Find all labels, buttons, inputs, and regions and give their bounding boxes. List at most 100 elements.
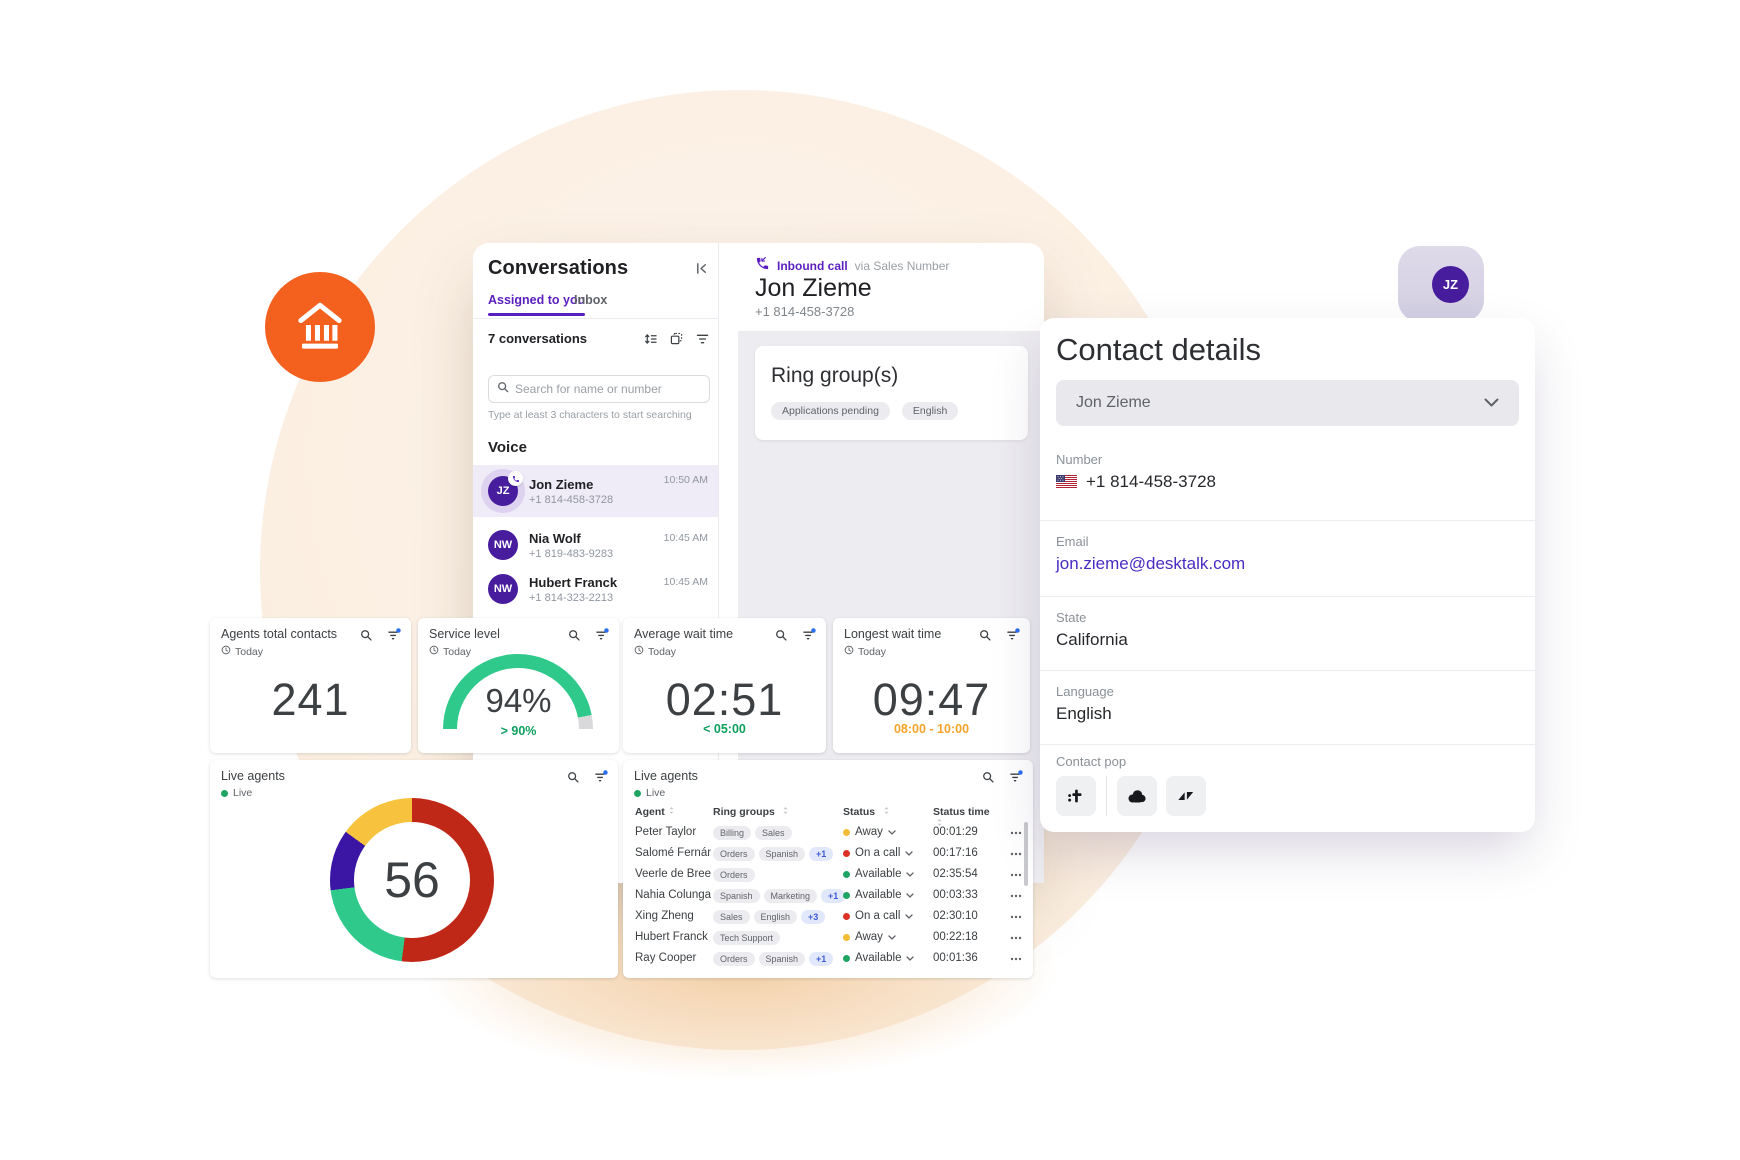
status-dropdown[interactable]: Away: [843, 826, 931, 838]
row-menu-icon[interactable]: [1007, 847, 1025, 859]
status-dropdown[interactable]: Away: [843, 931, 931, 943]
service-level-target: > 90%: [500, 724, 537, 738]
conversation-time: 10:50 AM: [663, 474, 708, 486]
status-dot: [843, 891, 850, 899]
ring-group-chip: English: [753, 910, 798, 924]
field-label: Language: [1056, 684, 1114, 699]
ring-group-chip: Sales: [713, 910, 750, 924]
salesforce-integration-icon[interactable]: [1117, 776, 1157, 816]
table-row[interactable]: Veerle de Bree Orders Available 02:35:54: [623, 868, 1033, 888]
conversation-item[interactable]: JZ Jon Zieme +1 814-458-3728 10:50 AM: [473, 465, 718, 517]
filter-applied-icon[interactable]: [387, 628, 401, 641]
status-time: 00:01:29: [933, 826, 978, 838]
filter-applied-icon[interactable]: [595, 628, 609, 641]
status-dropdown[interactable]: Available: [843, 952, 931, 964]
filter-applied-icon[interactable]: [594, 770, 608, 783]
search-icon[interactable]: [979, 629, 991, 641]
row-menu-icon[interactable]: [1007, 910, 1025, 922]
search-icon[interactable]: [982, 771, 994, 783]
ring-group-chip: Orders: [713, 847, 755, 861]
conversations-title: Conversations: [488, 257, 629, 279]
search-icon[interactable]: [775, 629, 787, 641]
status-time: 00:01:36: [933, 952, 978, 964]
divider: [1040, 744, 1535, 745]
table-row[interactable]: Ray Cooper Orders Spanish +1 Available 0…: [623, 952, 1033, 972]
table-row[interactable]: Hubert Franck Tech Support Away 00:22:18: [623, 931, 1033, 951]
filter-applied-icon[interactable]: [1009, 770, 1023, 783]
field-label: State: [1056, 610, 1087, 625]
duplicate-icon[interactable]: [670, 332, 683, 345]
filter-funnel-icon[interactable]: [696, 333, 709, 345]
conversations-count: 7 conversations: [488, 331, 587, 346]
row-menu-icon[interactable]: [1007, 931, 1025, 943]
table-row[interactable]: Xing Zheng Sales English +3 On a call 02…: [623, 910, 1033, 930]
more-groups-chip[interactable]: +1: [809, 847, 834, 861]
row-menu-icon[interactable]: [1007, 889, 1025, 901]
contact-select-dropdown[interactable]: Jon Zieme: [1056, 380, 1519, 426]
widget-value: 02:51: [665, 674, 784, 725]
column-header-status-time[interactable]: Status time: [933, 806, 999, 830]
table-row[interactable]: Peter Taylor Billing Sales Away 00:01:29: [623, 826, 1033, 846]
ring-group-chip: Spanish: [758, 952, 806, 966]
status-dropdown[interactable]: On a call: [843, 847, 931, 859]
more-groups-chip[interactable]: +3: [801, 910, 826, 924]
chevron-down-icon: [888, 934, 896, 940]
more-groups-chip[interactable]: +1: [821, 889, 846, 903]
search-icon[interactable]: [568, 629, 580, 641]
widget-title: Live agents: [634, 769, 698, 783]
table-row[interactable]: Nahia Colunga Spanish Marketing +1 Avail…: [623, 889, 1033, 909]
divider: [1106, 776, 1107, 816]
zendesk-integration-icon[interactable]: [1166, 776, 1206, 816]
table-scrollbar[interactable]: [1024, 822, 1028, 886]
widget-period: Today: [235, 645, 264, 658]
status-dropdown[interactable]: Available: [843, 889, 931, 901]
column-header-agent[interactable]: Agent: [635, 806, 711, 818]
widget-target: < 05:00: [703, 722, 746, 736]
tab-assigned-to-you[interactable]: Assigned to you: [488, 293, 586, 316]
status-dropdown[interactable]: On a call: [843, 910, 931, 922]
search-icon[interactable]: [360, 629, 372, 641]
filter-applied-icon[interactable]: [1006, 628, 1020, 641]
column-header-status[interactable]: Status: [843, 806, 931, 818]
search-input[interactable]: [515, 382, 701, 396]
table-header-row: Agent Ring groups Status Status time: [623, 806, 1033, 826]
agent-name: Xing Zheng: [635, 910, 694, 922]
status-dot: [843, 912, 850, 920]
table-row[interactable]: Salomé Fernán Orders Spanish +1 On a cal…: [623, 847, 1033, 867]
widget-average-wait-time: Average wait time Today 02:51 < 05:00: [623, 618, 826, 753]
more-groups-chip[interactable]: +1: [809, 952, 834, 966]
contact-email-link[interactable]: jon.zieme@desktalk.com: [1056, 554, 1246, 573]
user-avatar-chip[interactable]: JZ: [1398, 246, 1484, 322]
field-contact-pop: Contact pop: [1056, 754, 1519, 769]
search-icon[interactable]: [567, 771, 579, 783]
status-time: 00:22:18: [933, 931, 978, 943]
avatar: NW: [488, 530, 518, 560]
filter-applied-icon[interactable]: [802, 628, 816, 641]
conversation-time: 10:45 AM: [663, 532, 708, 544]
status-dropdown[interactable]: Available: [843, 868, 931, 880]
conversations-tabs: Assigned to you Inbox: [473, 293, 718, 319]
collapse-panel-icon[interactable]: [695, 262, 708, 275]
status-time: 02:30:10: [933, 910, 978, 922]
row-menu-icon[interactable]: [1007, 826, 1025, 838]
sort-list-icon[interactable]: [644, 333, 657, 345]
contact-language: English: [1056, 704, 1112, 723]
column-header-ring-groups[interactable]: Ring groups: [713, 806, 839, 818]
status-label: Away: [855, 931, 883, 943]
talkdesk-integration-icon[interactable]: [1056, 776, 1096, 816]
widget-title: Longest wait time: [844, 627, 942, 641]
sort-icon: [883, 806, 890, 818]
tab-inbox[interactable]: Inbox: [574, 293, 608, 307]
row-menu-icon[interactable]: [1007, 868, 1025, 880]
conversation-item[interactable]: NW Hubert Franck +1 814-323-2213 10:45 A…: [473, 567, 718, 611]
ring-group-tag: English: [901, 402, 959, 420]
widget-period: Today: [443, 645, 472, 658]
conversation-item[interactable]: NW Nia Wolf +1 819-483-9283 10:45 AM: [473, 523, 718, 567]
conversation-search[interactable]: [488, 375, 710, 403]
ring-group-tag: Applications pending: [771, 402, 890, 420]
ring-groups-card: Ring group(s) Applications pending Engli…: [755, 346, 1028, 440]
row-menu-icon[interactable]: [1007, 952, 1025, 964]
search-icon: [497, 380, 509, 398]
widget-live-agents-donut: Live agents Live 56: [210, 760, 618, 978]
agent-name: Ray Cooper: [635, 952, 697, 964]
